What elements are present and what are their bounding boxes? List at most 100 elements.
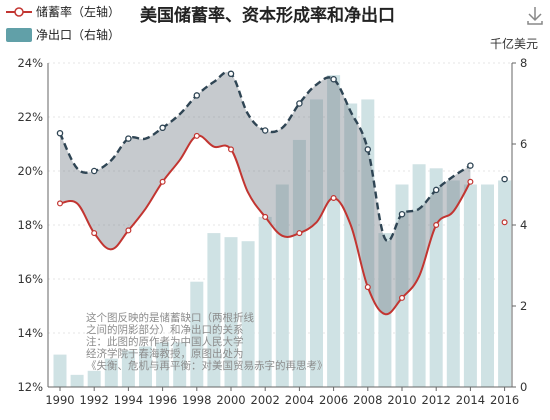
net-export-bar xyxy=(446,180,460,387)
series-lines xyxy=(56,70,508,316)
formation-rate-point xyxy=(125,135,132,142)
formation-rate-point xyxy=(159,124,166,132)
saving-rate-point xyxy=(56,200,63,207)
annotation-line-4: 经济学院于春海教授，原图出处为 xyxy=(86,347,244,360)
legend-label-saving-rate: 储蓄率（左轴） xyxy=(36,4,120,19)
formation-rate-point xyxy=(227,70,235,78)
x-tick-label: 2002 xyxy=(251,393,280,407)
legend-item-net-export[interactable]: 净出口（右轴） xyxy=(6,27,120,42)
net-export-bar xyxy=(463,184,477,387)
y-left-tick-label: 22% xyxy=(17,110,43,124)
x-tick-label: 2000 xyxy=(216,393,245,407)
annotation-line-5: 《失衡、危机与再平衡：对美国贸易赤字的再思考》 xyxy=(86,359,328,372)
net-export-bar xyxy=(121,350,135,387)
formation-rate-point xyxy=(296,100,303,107)
saving-rate-point xyxy=(159,178,166,185)
saving-rate-point xyxy=(364,284,371,291)
x-tick-label: 1990 xyxy=(45,393,74,407)
y-left-tick-label: 14% xyxy=(17,326,43,340)
net-export-bar xyxy=(241,241,255,387)
formation-rate-point xyxy=(364,146,372,153)
legend-label-net-export: 净出口（右轴） xyxy=(36,27,120,42)
x-tick-label: 2004 xyxy=(285,393,314,407)
net-export-bar xyxy=(378,233,392,387)
legend-item-saving-rate[interactable]: 储蓄率（左轴） xyxy=(6,4,120,19)
net-export-bar xyxy=(173,342,187,387)
net-export-bar xyxy=(395,184,409,387)
legend-marker-bar xyxy=(6,28,32,42)
x-tick-label: 1996 xyxy=(148,393,177,407)
y-left-tick-label: 12% xyxy=(17,380,43,394)
net-export-bar xyxy=(429,168,443,387)
y-right-tick-label: 2 xyxy=(520,299,527,313)
formation-rate-point xyxy=(261,127,269,134)
net-export-bar xyxy=(70,374,84,387)
y-right-tick-label: 0 xyxy=(520,380,527,394)
formation-rate-point xyxy=(432,186,440,194)
saving-rate-point xyxy=(399,294,406,301)
net-export-bar xyxy=(310,99,323,387)
x-tick-label: 1994 xyxy=(114,393,143,407)
net-export-bar xyxy=(139,346,152,387)
x-tick-label: 2010 xyxy=(387,393,416,407)
net-export-bar xyxy=(327,75,341,388)
annotation-line-2: 之间的阴影部分）和净出口的关系 xyxy=(86,323,244,336)
axes: 12% 14% 16% 18% 20% 22% 24% 0 2 4 6 8 1990 1992 1994 19… xyxy=(17,56,527,407)
net-export-bar xyxy=(87,370,101,387)
legend: 储蓄率（左轴） 净出口（右轴） xyxy=(6,4,120,42)
net-export-bar xyxy=(224,237,238,387)
right-axis-unit: 千亿美元 xyxy=(490,36,538,51)
y-left-tick-label: 16% xyxy=(17,272,43,286)
formation-rate-point xyxy=(193,92,201,99)
annotation-line-1: 这个图反映的是储蓄缺口（两根折线 xyxy=(86,311,254,324)
net-export-bars xyxy=(53,75,512,388)
saving-gap-band xyxy=(60,72,471,315)
y-right-tick-label: 6 xyxy=(520,137,527,151)
y-right-tick-label: 4 xyxy=(520,218,527,232)
x-tick-label: 2008 xyxy=(353,393,382,407)
net-export-bar xyxy=(207,233,221,387)
chart-title: 美国储蓄率、资本形成率和净出口 xyxy=(140,5,395,26)
x-tick-label: 2016 xyxy=(490,393,519,407)
net-export-bar xyxy=(190,281,204,387)
saving-rate-point xyxy=(467,178,474,185)
saving-rate-point xyxy=(125,227,132,234)
saving-rate-point xyxy=(330,195,337,202)
net-export-bar xyxy=(53,354,67,387)
net-export-bar xyxy=(275,184,289,387)
net-export-bar xyxy=(344,103,358,387)
x-tick-label: 1998 xyxy=(182,393,211,407)
saving-rate-point xyxy=(228,146,235,153)
formation-rate-point xyxy=(467,162,474,169)
net-export-bar xyxy=(156,342,170,387)
y-left-tick-label: 18% xyxy=(17,218,43,232)
annotation-line-3: 注：此图的原作者为中国人民大学 xyxy=(86,335,244,348)
x-tick-label: 2014 xyxy=(456,393,485,407)
saving-rate-point xyxy=(91,230,98,237)
net-export-bar xyxy=(258,216,272,387)
formation-rate-point xyxy=(398,210,406,218)
x-tick-label: 1992 xyxy=(80,393,109,407)
formation-rate-point xyxy=(501,175,508,183)
annotation-block: 这个图反映的是储蓄缺口（两根折线 之间的阴影部分）和净出口的关系 注：此图的原作… xyxy=(86,311,328,372)
download-icon[interactable] xyxy=(527,7,543,25)
net-export-bar xyxy=(498,180,512,387)
saving-rate-point xyxy=(193,132,200,139)
net-export-bar xyxy=(481,184,494,387)
x-tick-label: 2012 xyxy=(422,393,451,407)
formation-rate-point xyxy=(90,167,98,175)
formation-rate-point xyxy=(330,75,337,83)
saving-rate-point xyxy=(501,219,508,226)
formation-rate-point xyxy=(56,129,64,137)
net-export-bar xyxy=(104,358,118,387)
x-tick-label: 2006 xyxy=(319,393,348,407)
saving-gap-area xyxy=(60,72,471,315)
net-export-bar xyxy=(292,139,306,387)
y-left-tick-label: 24% xyxy=(17,56,43,70)
saving-rate-point xyxy=(296,230,303,237)
saving-rate-point xyxy=(262,213,269,220)
y-left-tick-label: 20% xyxy=(17,164,43,178)
y-right-tick-label: 8 xyxy=(520,56,527,70)
legend-marker-circle xyxy=(14,7,24,17)
